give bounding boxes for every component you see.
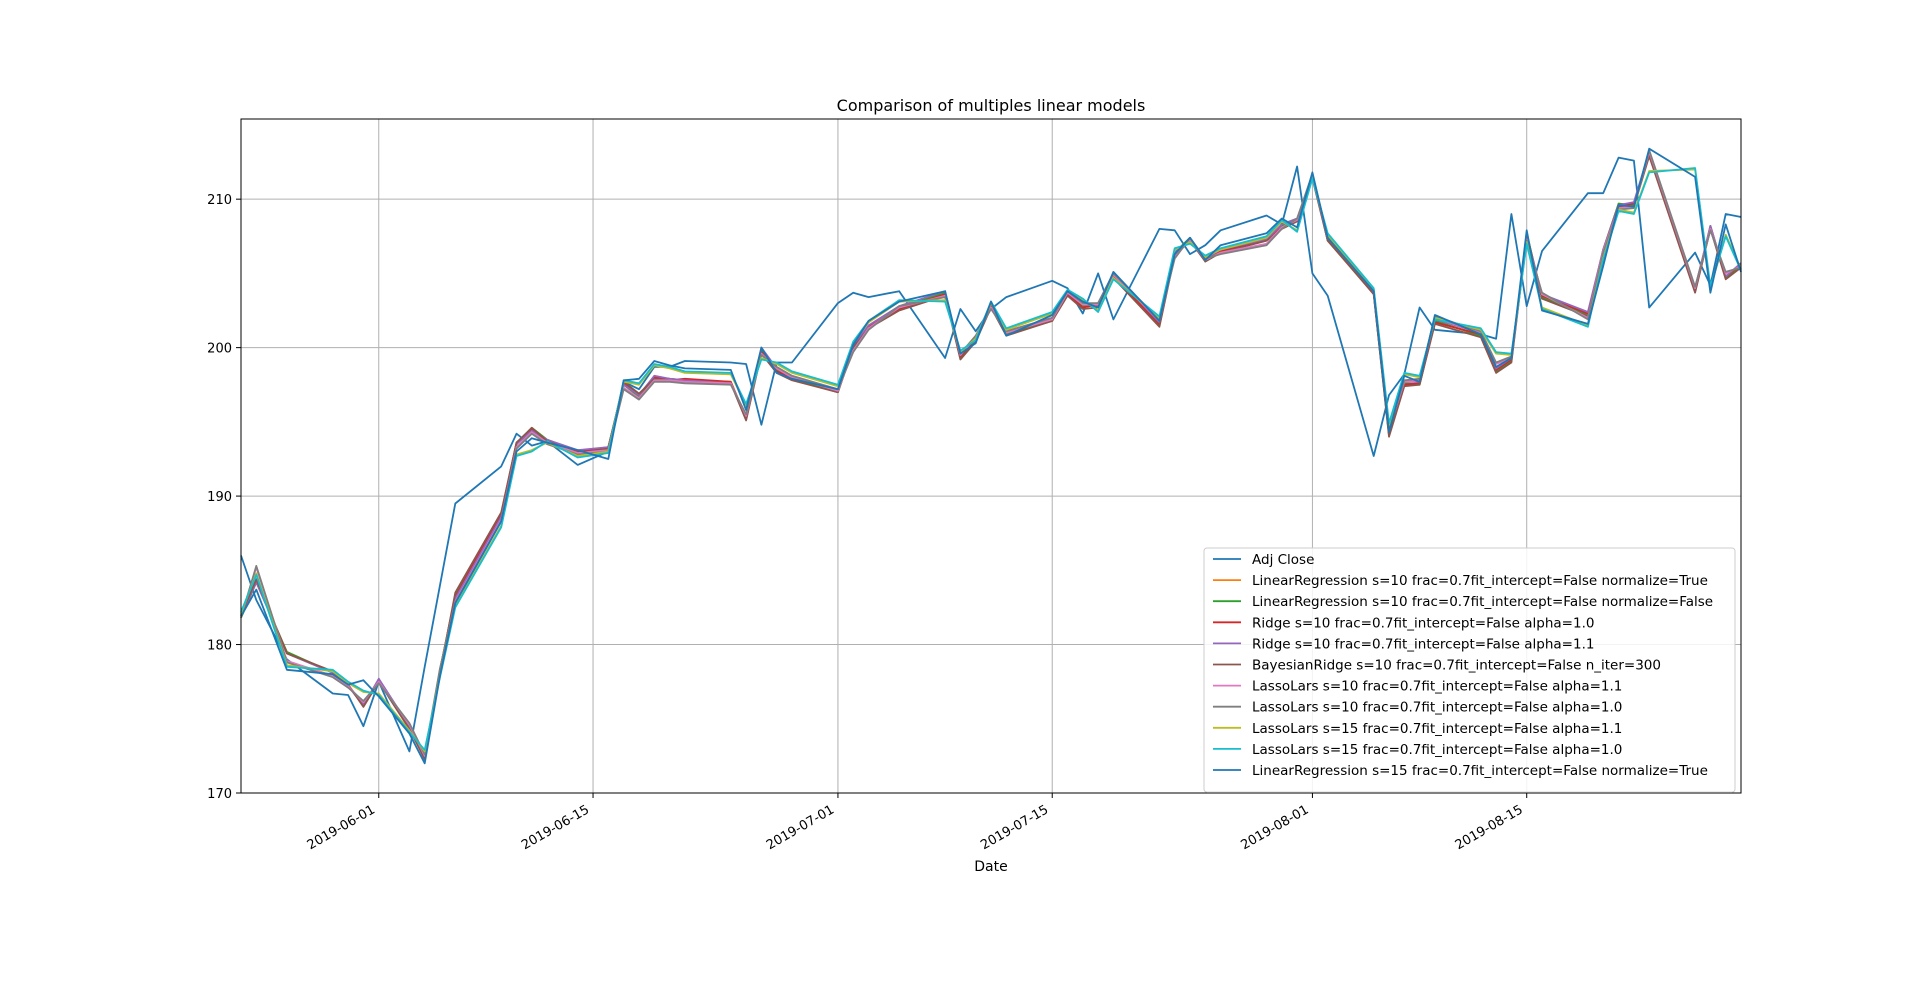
chart-title: Comparison of multiples linear models <box>837 96 1146 115</box>
legend-label: LassoLars s=10 frac=0.7fit_intercept=Fal… <box>1252 700 1622 716</box>
x-tick-label: 2019-08-15 <box>1453 802 1526 853</box>
y-tick-label: 190 <box>207 490 232 505</box>
legend-label: Ridge s=10 frac=0.7fit_intercept=False a… <box>1252 615 1594 631</box>
legend: Adj Close LinearRegression s=10 frac=0.7f… <box>1203 547 1736 793</box>
x-tick-label: 2019-08-01 <box>1238 802 1311 853</box>
x-tick-label: 2019-06-15 <box>519 802 592 853</box>
x-tick-label: 2019-07-01 <box>764 802 837 853</box>
y-tick-label: 170 <box>207 787 232 802</box>
legend-label: LassoLars s=15 frac=0.7fit_intercept=Fal… <box>1252 721 1622 737</box>
legend-label: BayesianRidge s=10 frac=0.7fit_intercept… <box>1252 658 1661 674</box>
y-tick-label: 180 <box>207 639 232 654</box>
y-tick-label: 200 <box>207 342 232 357</box>
y-axis: 170 180 190 200 210 <box>207 193 241 802</box>
legend-label: LassoLars s=10 frac=0.7fit_intercept=Fal… <box>1252 679 1622 695</box>
series-line <box>240 156 1742 753</box>
x-axis: 2019-06-01 2019-06-15 2019-07-01 2019-07-15… <box>305 793 1528 853</box>
legend-label: LinearRegression s=10 frac=0.7fit_interc… <box>1252 573 1708 589</box>
legend-label: LinearRegression s=15 frac=0.7fit_interc… <box>1252 763 1708 779</box>
series-line <box>240 167 1742 751</box>
series-line <box>240 147 1742 765</box>
legend-label: LassoLars s=15 frac=0.7fit_intercept=Fal… <box>1252 742 1622 758</box>
series-lines <box>240 147 1742 765</box>
y-tick-label: 210 <box>207 193 232 208</box>
plot-area-frame <box>240 118 1742 794</box>
legend-label: Ridge s=10 frac=0.7fit_intercept=False a… <box>1252 636 1594 652</box>
x-axis-label: Date <box>974 859 1007 875</box>
legend-box <box>1203 547 1736 793</box>
x-tick-label: 2019-07-15 <box>978 802 1051 853</box>
legend-label: Adj Close <box>1252 552 1314 568</box>
legend-label: LinearRegression s=10 frac=0.7fit_interc… <box>1252 594 1713 610</box>
x-tick-label: 2019-06-01 <box>305 802 378 853</box>
